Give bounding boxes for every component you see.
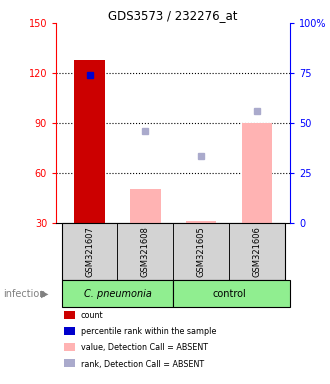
- Bar: [74, 60, 105, 223]
- Title: GDS3573 / 232276_at: GDS3573 / 232276_at: [109, 9, 238, 22]
- Bar: [229, 223, 285, 280]
- Bar: [242, 123, 272, 223]
- Bar: [64, 359, 75, 367]
- Text: percentile rank within the sample: percentile rank within the sample: [81, 327, 216, 336]
- Text: GSM321607: GSM321607: [85, 226, 94, 277]
- Bar: [117, 223, 173, 280]
- Bar: [62, 223, 117, 280]
- Text: count: count: [81, 311, 104, 320]
- Text: GSM321605: GSM321605: [197, 226, 206, 277]
- Text: ▶: ▶: [41, 289, 49, 299]
- Bar: [64, 343, 75, 351]
- Text: infection: infection: [3, 289, 46, 299]
- Text: C. pneumonia: C. pneumonia: [83, 289, 151, 299]
- Bar: [64, 327, 75, 334]
- Text: GSM321608: GSM321608: [141, 226, 150, 277]
- Bar: [62, 280, 173, 307]
- Text: GSM321606: GSM321606: [252, 226, 261, 277]
- Text: value, Detection Call = ABSENT: value, Detection Call = ABSENT: [81, 343, 208, 353]
- Bar: [173, 223, 229, 280]
- Text: control: control: [212, 289, 246, 299]
- Bar: [186, 221, 216, 223]
- Bar: [64, 311, 75, 319]
- Bar: [173, 280, 290, 307]
- Text: rank, Detection Call = ABSENT: rank, Detection Call = ABSENT: [81, 359, 204, 369]
- Bar: [130, 189, 161, 223]
